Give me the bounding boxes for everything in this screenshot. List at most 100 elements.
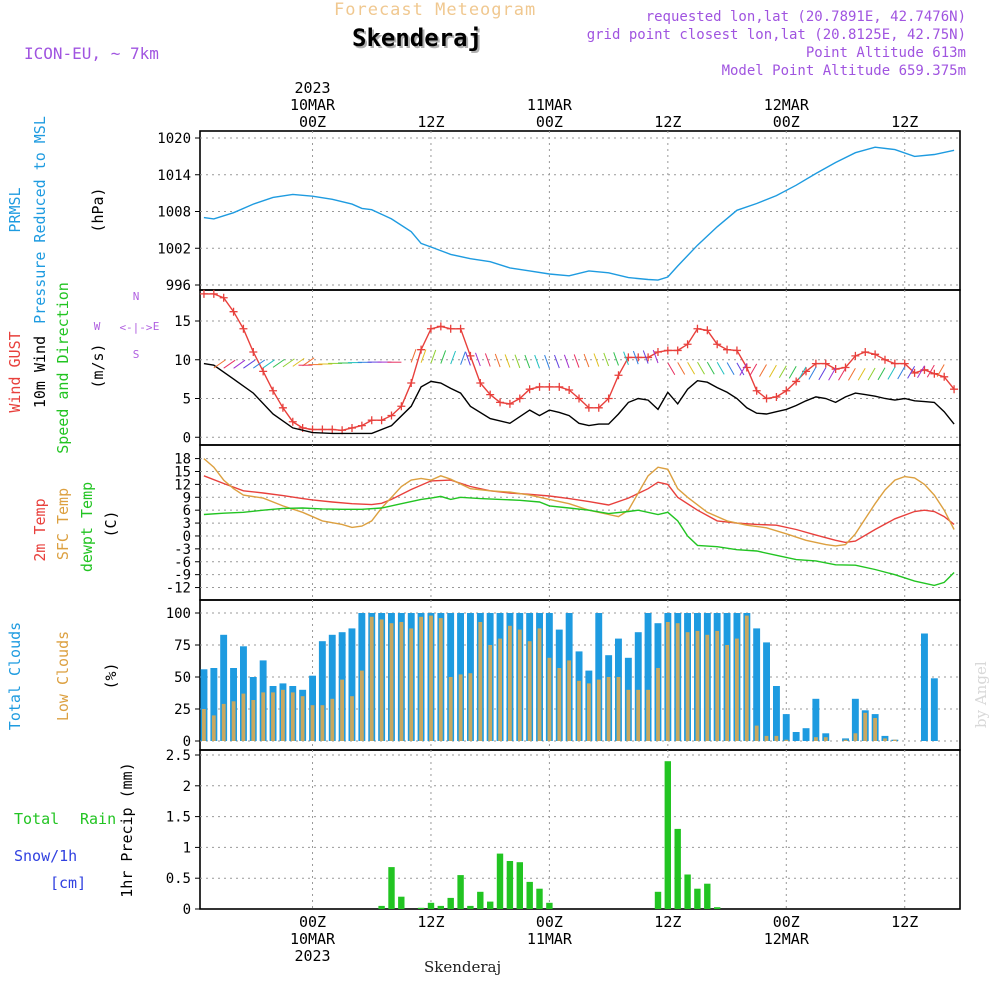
wind-direction-arrow bbox=[573, 354, 580, 368]
gust-marker bbox=[249, 348, 258, 356]
wind-direction-arrow bbox=[420, 349, 427, 363]
precip-bar bbox=[674, 828, 681, 909]
low-cloud-bar bbox=[893, 739, 897, 741]
wind-direction-arrow bbox=[253, 359, 266, 369]
wind-direction-arrow bbox=[926, 364, 935, 378]
wind-direction-arrow bbox=[460, 351, 466, 365]
low-cloud-bar bbox=[340, 679, 344, 741]
wind-direction-arrow bbox=[867, 367, 876, 381]
low-cloud-bar bbox=[705, 634, 710, 741]
total-cloud-bar bbox=[634, 632, 642, 741]
wind-direction-arrow bbox=[847, 368, 856, 381]
gust-marker bbox=[940, 372, 949, 381]
gust-marker bbox=[950, 385, 959, 394]
wind-direction-arrow bbox=[768, 364, 777, 378]
top-time-label: 12Z bbox=[891, 113, 918, 131]
gust-marker bbox=[594, 403, 603, 412]
gust-marker bbox=[496, 398, 505, 407]
precip-bar bbox=[477, 891, 484, 909]
gust-marker bbox=[407, 379, 416, 387]
low-cloud-bar bbox=[606, 677, 611, 741]
low-cloud-bar bbox=[527, 641, 532, 741]
precip-bar bbox=[714, 907, 721, 909]
gust-marker bbox=[575, 394, 584, 403]
model-label: ICON-EU, ~ 7km bbox=[24, 44, 159, 63]
series-line-2m-temp bbox=[203, 475, 955, 544]
low-cloud-bar bbox=[537, 628, 542, 741]
bottom-time-label: 12Z bbox=[417, 913, 444, 931]
point-altitude: Point Altitude 613m bbox=[805, 45, 966, 61]
low-cloud-bar bbox=[389, 623, 394, 741]
bottom-time-label: 10MAR bbox=[290, 930, 336, 948]
y-tick-label-wind: 5 bbox=[183, 392, 191, 408]
wind-direction-arrow bbox=[613, 352, 619, 366]
series-line-10m-wind bbox=[203, 362, 955, 435]
wind-direction-arrow bbox=[667, 362, 676, 376]
wind-direction-arrow bbox=[652, 349, 659, 364]
gust-marker bbox=[486, 390, 495, 399]
precip-bar bbox=[437, 905, 444, 909]
wind-direction-arrow bbox=[475, 352, 481, 367]
total-cloud-bar bbox=[792, 732, 800, 741]
wind-direction-arrow bbox=[583, 353, 590, 368]
precip-bar bbox=[654, 891, 662, 909]
wind-direction-arrow bbox=[736, 362, 745, 376]
gust-marker bbox=[861, 348, 870, 356]
total-cloud-bar bbox=[822, 733, 830, 741]
wind-direction-arrow bbox=[282, 358, 295, 368]
low-cloud-bar bbox=[300, 696, 305, 741]
wind-direction-arrow bbox=[828, 367, 837, 381]
series-line-prmsl bbox=[203, 146, 955, 281]
low-cloud-bar bbox=[695, 630, 700, 741]
gust-marker bbox=[584, 403, 593, 412]
wind-direction-arrow bbox=[818, 367, 827, 381]
total-cloud-bar bbox=[220, 634, 228, 741]
wind-direction-arrow bbox=[440, 350, 447, 364]
total-cloud-bar bbox=[802, 728, 810, 741]
gust-marker bbox=[525, 385, 534, 394]
wind-direction-arrow bbox=[897, 366, 906, 380]
low-cloud-bar bbox=[547, 657, 552, 741]
low-cloud-bar bbox=[843, 739, 848, 741]
total-cloud-bar bbox=[348, 628, 356, 741]
low-cloud-bar bbox=[784, 739, 789, 741]
low-cloud-bar bbox=[202, 709, 206, 741]
total-cloud-bar bbox=[318, 641, 326, 741]
wind-direction-arrow bbox=[484, 353, 491, 367]
compass-e: E bbox=[153, 320, 160, 333]
pressure-label: PRMSL bbox=[6, 187, 24, 232]
low-cloud-bar bbox=[596, 679, 601, 741]
gust-marker bbox=[890, 359, 899, 368]
low-cloud-bar bbox=[281, 689, 285, 741]
gust-marker bbox=[328, 425, 337, 434]
low-cloud-bar bbox=[221, 703, 226, 741]
panel-frame-pressure bbox=[199, 130, 961, 291]
gust-marker bbox=[476, 379, 485, 387]
y-tick-label-precip: 1.5 bbox=[166, 810, 191, 826]
gust-marker bbox=[505, 399, 514, 408]
gust-marker bbox=[436, 322, 445, 331]
wind-direction-arrow bbox=[778, 365, 787, 379]
total-clouds-label: Total Clouds bbox=[6, 622, 24, 730]
compass-s: S bbox=[133, 348, 140, 361]
low-cloud-bar bbox=[458, 674, 463, 741]
gust-marker bbox=[762, 394, 771, 403]
gust-marker bbox=[209, 289, 218, 298]
low-cloud-bar bbox=[764, 735, 769, 741]
total-cloud-bar bbox=[812, 698, 820, 741]
low-cloud-bar bbox=[310, 705, 315, 741]
bottom-time-label: 11MAR bbox=[527, 930, 573, 948]
compass-w: W bbox=[94, 320, 101, 333]
gust-marker bbox=[683, 340, 692, 349]
bottom-time-label: 00Z bbox=[536, 913, 563, 931]
low-cloud-bar bbox=[261, 692, 266, 741]
precip-unit: 1hr Precip (mm) bbox=[118, 762, 136, 897]
footer-location: Skenderaj bbox=[424, 958, 502, 976]
top-time-label: 00Z bbox=[536, 113, 563, 131]
y-tick-label-temperature: -9 bbox=[174, 568, 191, 584]
low-cloud-bar bbox=[636, 689, 641, 741]
product-title: Forecast Meteogram bbox=[334, 0, 537, 20]
low-cloud-bar bbox=[735, 638, 739, 741]
y-tick-label-clouds: 75 bbox=[174, 638, 191, 654]
